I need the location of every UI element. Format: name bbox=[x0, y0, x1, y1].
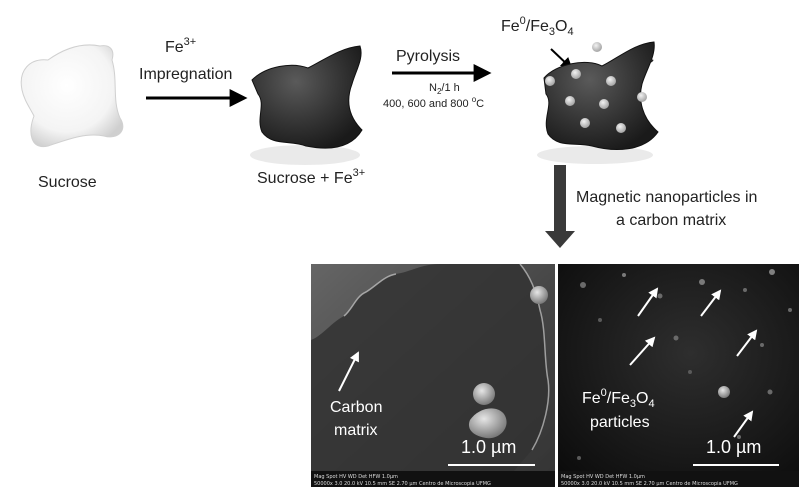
fe-label-e: O bbox=[555, 18, 567, 35]
nanoparticle-dot bbox=[637, 92, 647, 102]
temps-sup: o bbox=[472, 95, 477, 104]
nanoparticle-dot bbox=[592, 42, 602, 52]
nanoparticle-dot bbox=[571, 69, 581, 79]
pyrolysis-condition: N2/1 h bbox=[429, 82, 460, 96]
sucrose-label: Sucrose bbox=[38, 174, 97, 191]
sem-meta-left: Mag Spot HV WD Det HFW 1.0μm bbox=[314, 474, 398, 480]
particle-arrow bbox=[629, 336, 656, 366]
nanoparticle-dot bbox=[545, 76, 555, 86]
sucrose-shape bbox=[20, 44, 124, 148]
condition-sub: 2 bbox=[437, 87, 442, 96]
pyrolysis-label: Pyrolysis bbox=[396, 48, 460, 65]
scale-value-right: 1.0 bbox=[706, 437, 736, 457]
condition-n: N bbox=[429, 82, 437, 94]
nanoparticle-dot bbox=[580, 118, 590, 128]
fe-label-b: 0 bbox=[520, 15, 526, 27]
carbon-matrix-arrow bbox=[338, 351, 359, 392]
fe-particles-label: Fe0/Fe3O4 bbox=[501, 15, 574, 38]
carbon-annot-line1: Carbon bbox=[330, 399, 382, 416]
particles-annot-line2: particles bbox=[590, 414, 650, 431]
carbon-product-shape bbox=[537, 41, 659, 164]
carbon-annot-line2: matrix bbox=[334, 422, 378, 439]
fe-label-a: Fe bbox=[501, 18, 520, 35]
scale-unit-left: µm bbox=[491, 437, 516, 457]
sem-image-carbon-matrix: Mag Spot HV WD Det HFW 1.0μm 50000x 3.0 … bbox=[311, 263, 555, 487]
fe3-reagent-prefix: Fe bbox=[165, 39, 184, 56]
fe-annot-f: 4 bbox=[649, 398, 655, 410]
temps-unit: C bbox=[476, 98, 484, 110]
particle-arrow bbox=[637, 287, 659, 317]
sem-meta-right-2: 50000x 3.0 20.0 kV 10.5 mm SE 2.70 μm Ce… bbox=[561, 481, 738, 487]
fe-label-c: /Fe bbox=[526, 18, 549, 35]
nanoparticle-dot bbox=[565, 96, 575, 106]
fe-label-d: 3 bbox=[549, 26, 555, 38]
nanoparticle-dot bbox=[606, 76, 616, 86]
scale-unit-right: µm bbox=[736, 437, 761, 457]
fe-annot-c: /Fe bbox=[607, 390, 630, 407]
temps-text: 400, 600 and 800 bbox=[383, 98, 472, 110]
result-line1: Magnetic nanoparticles in bbox=[576, 189, 757, 206]
impregnation-label: Impregnation bbox=[139, 66, 232, 83]
sucrose-fe-label: Sucrose + Fe3+ bbox=[257, 167, 365, 187]
fe-annot-d: 3 bbox=[630, 398, 636, 410]
nanoparticle-dot bbox=[616, 123, 626, 133]
particle-arrow bbox=[733, 410, 754, 438]
sem-meta-left-2: 50000x 3.0 20.0 kV 10.5 mm SE 2.70 μm Ce… bbox=[314, 481, 491, 487]
nanoparticle-dot bbox=[599, 99, 609, 109]
sucrose-fe-prefix: Sucrose + Fe bbox=[257, 170, 353, 187]
particle-arrow bbox=[736, 329, 758, 357]
particle-arrow bbox=[700, 289, 722, 317]
fe-annot-e: O bbox=[636, 390, 648, 407]
sem-meta-right: Mag Spot HV WD Det HFW 1.0μm bbox=[561, 474, 645, 480]
fe3-reagent-label: Fe3+ bbox=[165, 36, 196, 56]
fe-label-f: 4 bbox=[568, 26, 574, 38]
fe-annot-a: Fe bbox=[582, 390, 601, 407]
fe3-reagent-sup: 3+ bbox=[184, 36, 197, 48]
sem-image-particles: Mag Spot HV WD Det HFW 1.0μm 50000x 3.0 … bbox=[558, 264, 799, 487]
impregnated-sucrose-shape bbox=[250, 45, 363, 165]
result-line2: a carbon matrix bbox=[616, 212, 726, 229]
result-down-arrow bbox=[545, 165, 575, 248]
fe-annot-b: 0 bbox=[601, 387, 607, 399]
fe-particles-annot: Fe0/Fe3O4 bbox=[582, 387, 655, 410]
sucrose-fe-sup: 3+ bbox=[353, 167, 366, 179]
scale-value-left: 1.0 bbox=[461, 437, 491, 457]
condition-rest: /1 h bbox=[441, 82, 459, 94]
scale-label-right: 1.0 µm bbox=[706, 437, 761, 457]
scale-label-left: 1.0 µm bbox=[461, 437, 516, 457]
pyrolysis-temps: 400, 600 and 800 oC bbox=[383, 95, 484, 110]
